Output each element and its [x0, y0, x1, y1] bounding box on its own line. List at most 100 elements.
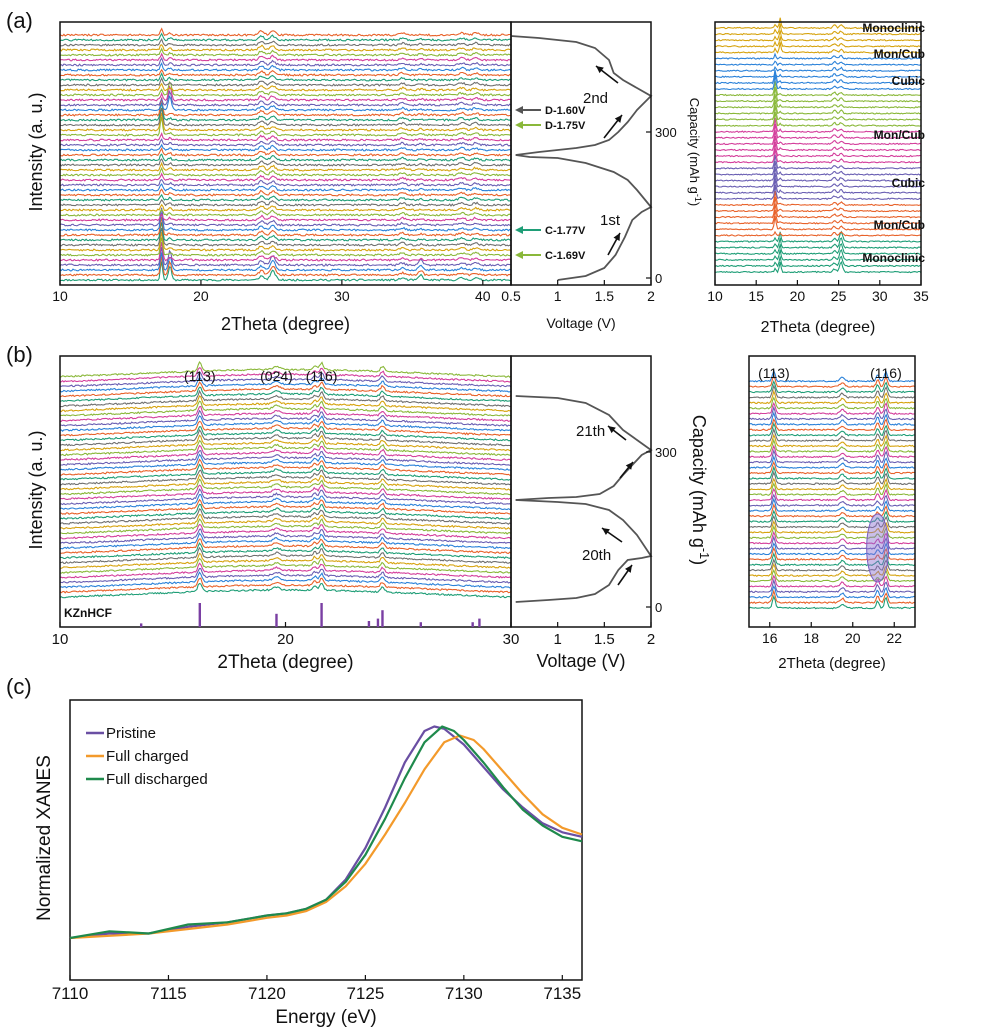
xrd-trace: [59, 261, 511, 282]
xrd-trace: [59, 256, 512, 277]
xrd-trace: [748, 405, 916, 421]
xrd-trace: [59, 97, 511, 117]
xrd-trace: [59, 241, 512, 262]
a-xrd-annotations: D-1.60V D-1.75V C-1.77V C-1.69V: [515, 105, 586, 262]
gcd-arrowhead: [625, 462, 633, 470]
xrd-trace: [59, 473, 512, 491]
xrd-trace: [715, 135, 922, 152]
annotation-arrowhead: [515, 251, 523, 259]
xrd-trace: [748, 438, 916, 453]
xrd-trace: [748, 530, 916, 545]
a-zoom-phase-labels: Monoclinic Mon/Cub Cubic Mon/Cub Cubic Mon/Cu…: [862, 21, 925, 265]
a-xrd-y-label: Intensity (a. u.): [26, 92, 46, 211]
x-tick-label: 7120: [248, 984, 286, 1003]
xrd-trace: [748, 588, 916, 605]
xrd-trace: [59, 237, 512, 257]
xrd-trace: [748, 369, 915, 383]
xrd-trace: [714, 261, 922, 274]
panel-label-c: (c): [6, 674, 32, 699]
gcd-cycle-label: 2nd: [583, 90, 608, 107]
x-tick-label: 30: [334, 288, 350, 304]
xrd-trace: [714, 117, 922, 134]
xrd-trace: [59, 542, 512, 560]
xrd-trace: [59, 513, 512, 530]
xrd-trace: [59, 582, 512, 599]
xrd-trace: [714, 42, 922, 54]
xrd-trace: [59, 213, 512, 222]
xrd-trace: [59, 193, 512, 202]
legend-label: Pristine: [106, 725, 156, 742]
xrd-trace: [714, 141, 922, 158]
xrd-trace: [748, 546, 915, 561]
xrd-trace: [59, 577, 512, 594]
xrd-trace: [59, 188, 512, 197]
x-tick-label: 7115: [150, 984, 187, 1003]
xrd-trace: [748, 454, 916, 469]
gcd-arrowhead: [613, 233, 620, 241]
xrd-trace: [748, 493, 916, 507]
xrd-trace: [714, 69, 922, 85]
xrd-trace: [748, 448, 916, 464]
gcd-arrowhead: [602, 528, 610, 535]
xrd-trace: [59, 498, 512, 515]
xrd-trace: [714, 36, 922, 48]
xrd-trace: [714, 30, 922, 42]
xrd-trace: [59, 95, 512, 112]
annotation-label: C-1.69V: [545, 250, 586, 262]
xrd-trace: [59, 488, 512, 506]
xrd-trace: [59, 138, 512, 147]
phase-label: Cubic: [892, 176, 926, 190]
x-tick-label: 15: [748, 288, 764, 304]
xrd-trace: [59, 494, 512, 511]
b-xrd-traces: [59, 360, 512, 599]
xrd-trace: [59, 463, 512, 481]
xrd-trace: [59, 72, 512, 82]
xrd-trace: [59, 68, 512, 77]
xrd-trace: [59, 449, 512, 467]
xrd-trace: [59, 395, 512, 413]
xrd-trace: [59, 557, 512, 574]
xrd-trace: [748, 594, 916, 610]
xrd-trace: [59, 227, 512, 247]
xrd-trace: [59, 47, 512, 57]
xrd-trace: [59, 44, 511, 52]
xrd-trace: [59, 90, 512, 107]
xrd-trace: [748, 389, 915, 405]
xrd-trace: [59, 82, 512, 92]
xrd-trace: [59, 360, 512, 378]
gcd-arrowhead: [596, 66, 604, 74]
c-legend: Pristine Full charged Full discharged: [86, 725, 208, 788]
b-gcd-y-axis: 0 300: [646, 445, 677, 615]
xrd-trace: [59, 158, 511, 167]
x-tick-label: 2: [647, 288, 655, 304]
gcd-arrowhead: [608, 426, 616, 434]
xrd-trace: [59, 116, 512, 137]
annotation-arrowhead: [515, 121, 523, 129]
xrd-trace: [59, 85, 512, 102]
xrd-trace: [748, 497, 916, 513]
xrd-trace: [714, 111, 922, 127]
annotation-arrowhead: [515, 106, 523, 114]
x-tick-label: 22: [886, 630, 902, 646]
a-gcd-curves: 1st 2nd: [510, 35, 653, 281]
xrd-trace: [714, 81, 922, 97]
gcd-curve: [510, 35, 653, 156]
xrd-trace: [714, 178, 922, 194]
a-zoom-traces: [714, 17, 922, 274]
xrd-trace: [748, 384, 916, 399]
b-zoom-peak-labels: (113) (116): [758, 365, 902, 381]
a-gcd-frame: [510, 21, 652, 286]
xrd-trace: [59, 52, 512, 62]
x-tick-label: 20: [277, 631, 294, 648]
x-tick-label: 1: [554, 288, 562, 304]
xrd-trace: [748, 380, 916, 394]
xrd-trace: [59, 172, 512, 182]
xrd-trace: [59, 538, 512, 554]
xrd-trace: [714, 248, 922, 262]
y-tick-label: 300: [655, 445, 677, 460]
xrd-trace: [59, 102, 512, 122]
xrd-trace: [59, 166, 512, 177]
xrd-trace: [59, 415, 512, 432]
b-xrd-x-axis: 10 20 30: [52, 622, 519, 648]
annotation-label: D-1.75V: [545, 120, 586, 132]
